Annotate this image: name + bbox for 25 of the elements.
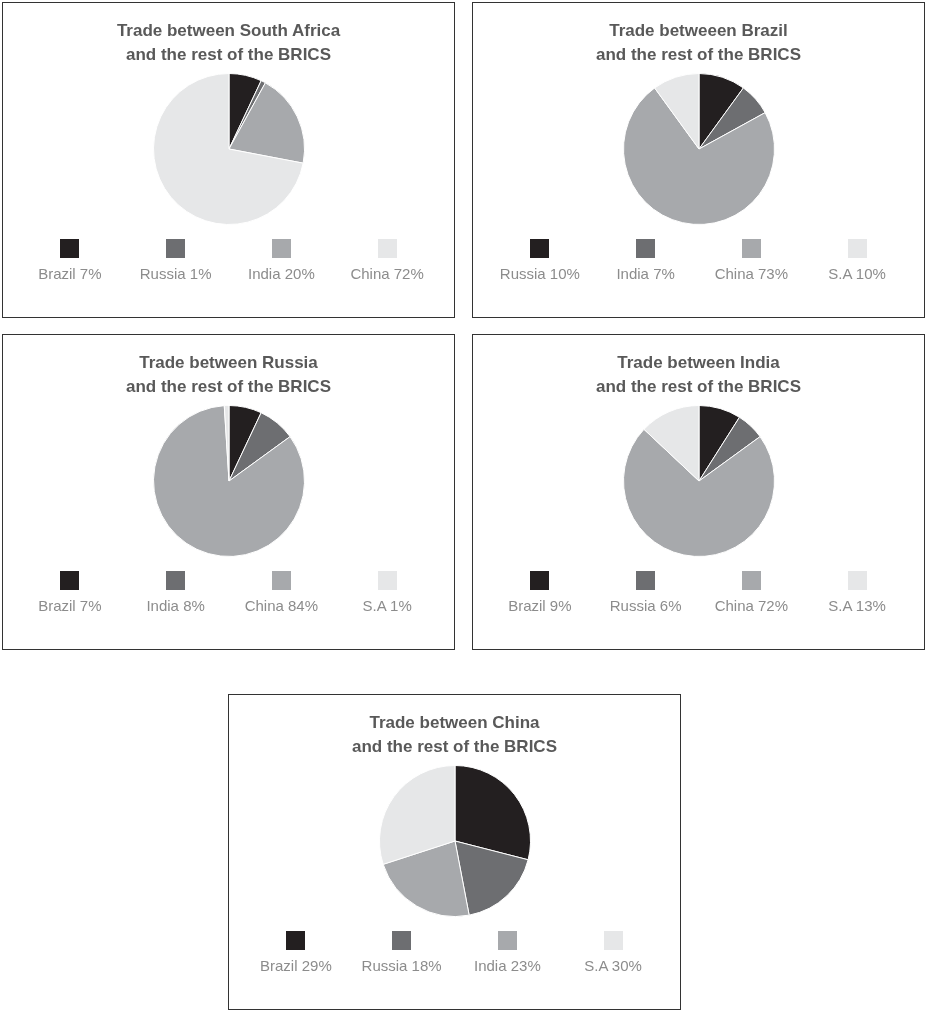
legend-label: Brazil 29% xyxy=(260,957,332,974)
legend-label: Russia 1% xyxy=(139,265,212,282)
chart-title: Trade betweeen Brazil and the rest of the BRICS xyxy=(595,20,802,66)
legend-label: Russia 10% xyxy=(499,265,580,282)
chart-title: Trade between South Africa and the rest of the BRICS xyxy=(115,20,342,66)
legend-label: S.A 30% xyxy=(584,957,642,974)
legend-label: S.A 10% xyxy=(828,265,886,282)
legend-label: Russia 18% xyxy=(361,957,442,974)
chart-title: Trade between India and the rest of the BRICS xyxy=(595,352,802,398)
legend-label: China 72% xyxy=(714,597,789,614)
chart-title: Trade between China and the rest of the BRICS xyxy=(351,712,558,758)
legend-label: S.A 1% xyxy=(362,597,412,614)
chart-title: Trade between Russia and the rest of the BRICS xyxy=(125,352,332,398)
legend-label: India 7% xyxy=(616,265,675,282)
legend-label: S.A 13% xyxy=(828,597,886,614)
legend-label: Brazil 7% xyxy=(38,597,102,614)
legend-label: Brazil 9% xyxy=(508,597,572,614)
legend-label: India 20% xyxy=(248,265,315,282)
legend-label: China 84% xyxy=(244,597,319,614)
legend-label: India 8% xyxy=(146,597,205,614)
legend-label: China 73% xyxy=(714,265,789,282)
legend-label: India 23% xyxy=(474,957,541,974)
legend-label: China 72% xyxy=(350,265,424,282)
legend-label: Brazil 7% xyxy=(38,265,102,282)
legend-label: Russia 6% xyxy=(609,597,682,614)
